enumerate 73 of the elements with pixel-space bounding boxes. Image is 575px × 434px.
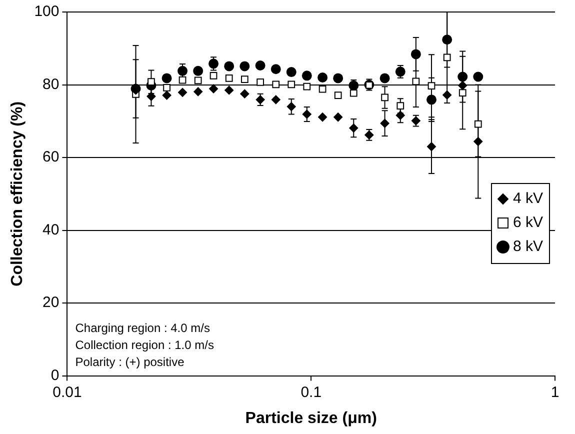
point xyxy=(178,88,188,97)
annotation: Polarity : (+) positive xyxy=(75,354,185,369)
y-tick-label: 80 xyxy=(42,76,60,93)
point xyxy=(209,84,218,94)
point xyxy=(443,54,451,62)
point xyxy=(286,67,296,78)
y-tick-label: 40 xyxy=(42,221,60,238)
point xyxy=(240,89,250,98)
point xyxy=(318,72,328,82)
point xyxy=(410,49,421,60)
point xyxy=(194,87,203,96)
legend-label: 4 kV xyxy=(513,190,544,208)
x-tick-label: 1 xyxy=(550,384,560,401)
point xyxy=(163,84,170,92)
point xyxy=(178,76,186,84)
y-tick-label: 60 xyxy=(42,148,60,166)
point xyxy=(240,76,248,83)
point xyxy=(224,86,234,95)
point xyxy=(412,78,420,86)
point xyxy=(318,85,326,93)
point xyxy=(225,74,233,82)
x-tick-label: 0.01 xyxy=(52,384,82,401)
point xyxy=(146,92,156,101)
legend-label: 6 kV xyxy=(513,214,544,232)
point xyxy=(473,72,484,82)
point xyxy=(350,89,358,97)
point xyxy=(178,66,188,76)
y-axis-title: Collection efficiency (%) xyxy=(9,101,26,286)
point xyxy=(302,110,312,119)
y-tick-label: 0 xyxy=(50,366,60,384)
point xyxy=(224,61,234,72)
point xyxy=(380,73,390,84)
point xyxy=(270,64,281,74)
point xyxy=(426,94,436,105)
point xyxy=(286,102,296,112)
point xyxy=(256,78,264,86)
point xyxy=(426,142,436,152)
point xyxy=(333,73,344,84)
point xyxy=(458,72,468,82)
y-tick-label: 100 xyxy=(34,3,60,20)
point xyxy=(396,110,405,120)
point xyxy=(349,124,358,133)
point xyxy=(193,66,204,76)
x-axis-title: Particle size (μm) xyxy=(245,410,377,427)
point xyxy=(271,95,280,104)
point xyxy=(162,73,172,84)
point xyxy=(288,80,296,88)
point xyxy=(381,94,388,102)
point xyxy=(272,80,280,88)
point xyxy=(442,34,452,45)
point xyxy=(303,82,311,90)
point xyxy=(380,118,390,128)
annotation: Charging region : 4.0 m/s xyxy=(75,320,210,335)
point xyxy=(318,112,328,122)
point xyxy=(334,112,343,122)
point xyxy=(396,102,404,110)
point xyxy=(194,76,202,84)
point xyxy=(240,61,250,72)
point xyxy=(162,90,172,100)
point xyxy=(334,92,342,99)
legend-label: 8 kV xyxy=(513,238,544,256)
point xyxy=(474,120,482,128)
point xyxy=(442,90,452,100)
point xyxy=(458,89,466,96)
point xyxy=(210,72,218,80)
x-tick-label: 0.1 xyxy=(300,384,322,401)
point xyxy=(255,60,266,70)
point xyxy=(428,82,436,90)
point xyxy=(458,80,468,90)
annotation: Collection region : 1.0 m/s xyxy=(75,338,214,352)
point xyxy=(302,70,312,81)
y-tick-label: 20 xyxy=(42,294,60,312)
point xyxy=(474,137,483,146)
